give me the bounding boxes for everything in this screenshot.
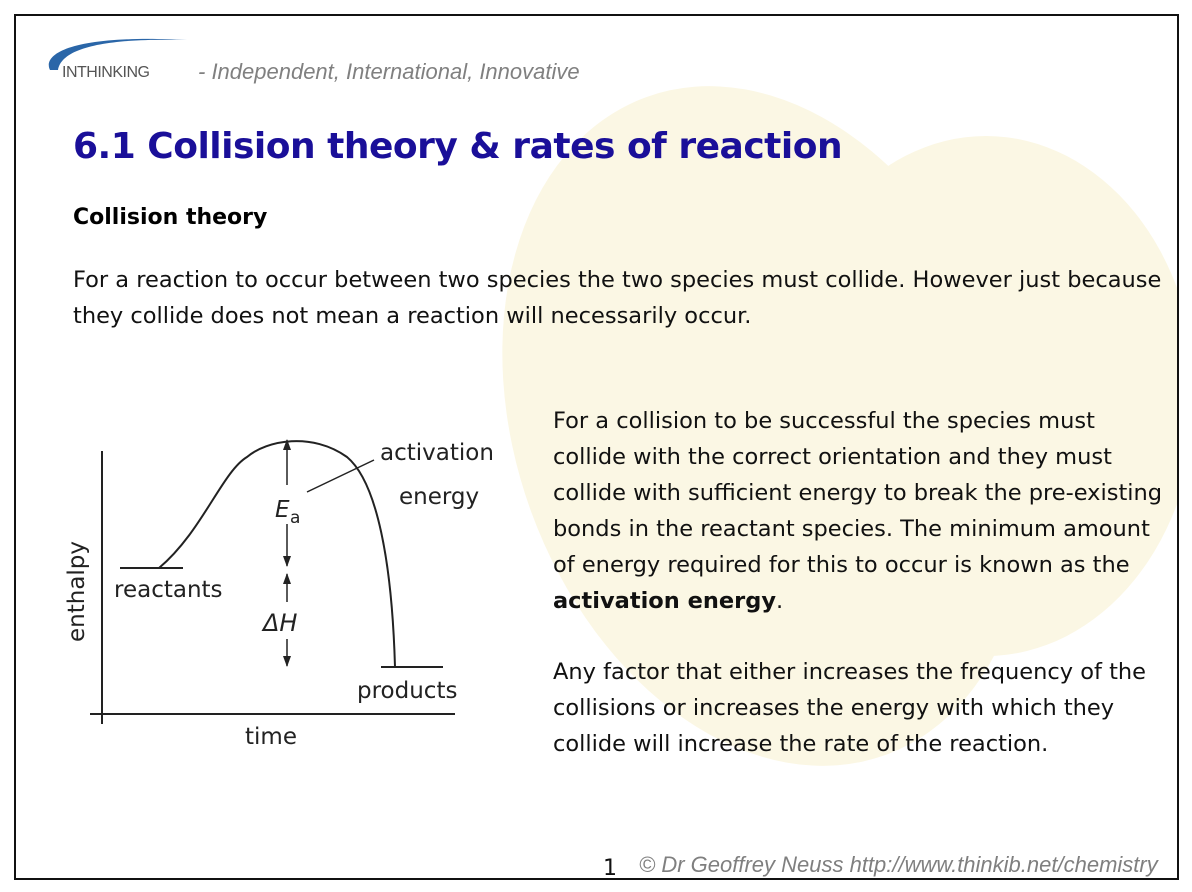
leader-line [306, 459, 375, 493]
paragraph-text: . [776, 588, 784, 614]
ea-subscript: a [290, 508, 300, 528]
logo-swoosh-icon [48, 38, 188, 70]
energy-profile-diagram: activation energy reactants products tim… [64, 439, 494, 750]
activation-label: activation [380, 440, 494, 466]
slide: INTHINKING - Independent, International,… [14, 14, 1179, 880]
watermark [776, 136, 1177, 656]
x-axis-label: time [245, 724, 297, 750]
section-heading: Collision theory [73, 205, 268, 230]
y-axis-label: enthalpy [64, 541, 90, 642]
reaction-curve [158, 440, 396, 668]
rate-paragraph: Any factor that either increases the fre… [553, 659, 1147, 757]
collision-paragraph: For a collision to be successful the spe… [553, 403, 1163, 619]
paragraph-text: For a collision to be successful the spe… [553, 408, 1163, 578]
reactants-label: reactants [114, 577, 223, 603]
logo: INTHINKING [62, 64, 150, 81]
energy-label: energy [399, 484, 479, 510]
footer-credit: © Dr Geoffrey Neuss http://www.thinkib.n… [639, 852, 1158, 877]
arrowheads [283, 439, 291, 667]
page-title: 6.1 Collision theory & rates of reaction [73, 126, 843, 167]
tagline: - Independent, International, Innovative [198, 59, 580, 84]
page-number: 1 [603, 856, 617, 880]
ea-label: E [275, 497, 290, 523]
products-label: products [357, 678, 457, 704]
intro-paragraph: For a reaction to occur between two spec… [73, 267, 1162, 329]
delta-h-label: ΔH [261, 609, 297, 637]
activation-energy-term: activation energy [553, 588, 777, 614]
